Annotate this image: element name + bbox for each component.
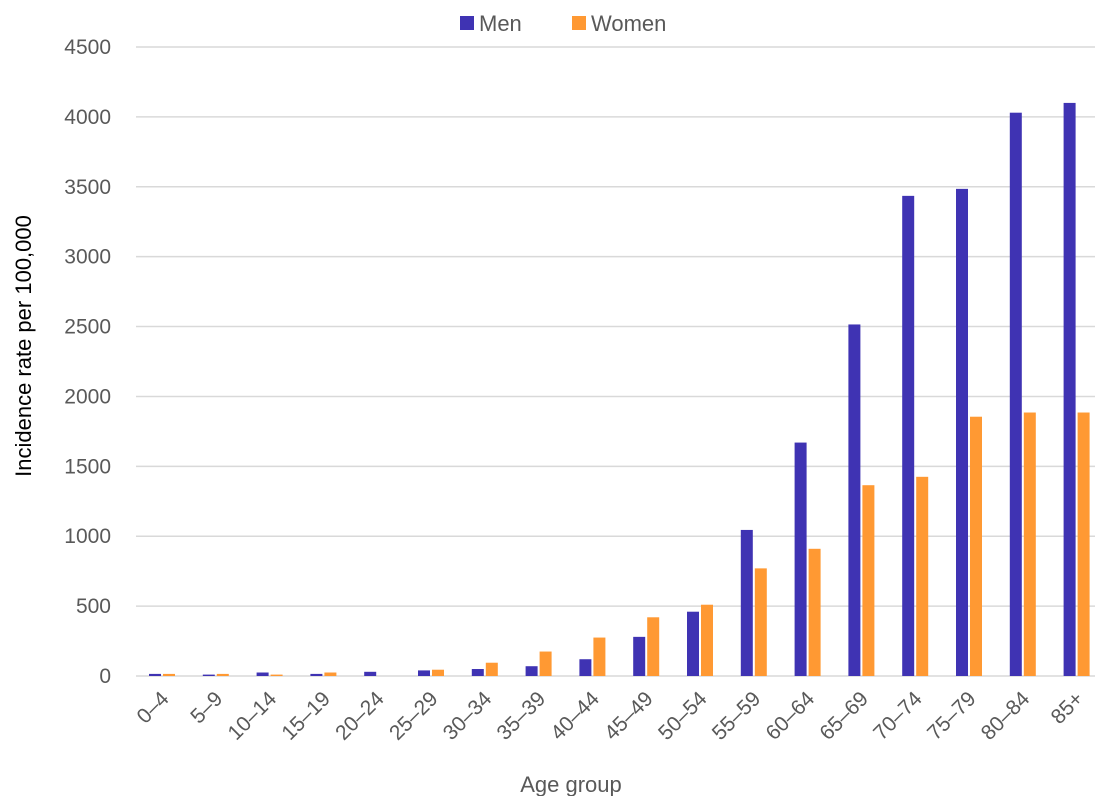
bar-men-5 [418,670,430,676]
bar-women-10 [701,604,713,676]
bar-women-7 [539,651,552,676]
bar-men-9 [633,636,646,676]
bar-men-4 [364,671,377,676]
y-tick-label: 1000 [64,525,111,548]
x-tick-label: 80–84 [977,687,1035,745]
legend-swatch-women [572,16,586,30]
bar-women-8 [593,637,606,676]
bar-men-3 [310,673,323,676]
bar-women-5 [432,669,444,676]
bar-women-11 [754,568,767,676]
bar-men-17 [1063,102,1076,676]
x-tick-label: 20–24 [331,687,389,745]
gridlines [136,46,1095,677]
legend-swatch-men [460,16,474,30]
y-tick-label: 0 [99,665,111,688]
legend: Men Women [460,11,666,36]
bar-men-11 [740,529,753,676]
bar-women-13 [862,485,875,676]
y-tick-label: 2500 [64,316,111,339]
bar-men-0 [149,673,161,676]
bar-men-13 [848,324,861,676]
bar-men-16 [1009,112,1022,676]
bar-women-16 [1023,412,1036,676]
y-tick-label: 1500 [64,455,111,478]
x-axis-ticks: 0–4 5–910–1415–1920–2425–2930–3435–3940–4… [132,687,1088,745]
bar-women-9 [647,617,660,676]
bar-women-12 [808,548,821,676]
legend-label-women: Women [591,11,666,36]
x-tick-label: 5–9 [186,687,227,728]
y-tick-label: 500 [76,595,111,618]
x-tick-label: 75–79 [923,687,981,745]
x-tick-label: 15–19 [277,687,335,745]
x-tick-label: 45–49 [600,687,658,745]
bar-men-14 [902,195,915,676]
x-axis-title: Age group [520,772,622,796]
x-tick-label: 50–54 [654,687,712,745]
x-tick-label: 25–29 [385,687,443,745]
x-tick-label: 0–4 [132,687,173,728]
bar-men-15 [956,188,968,676]
x-tick-label: 85+ [1047,687,1088,728]
y-tick-label: 2000 [64,385,111,408]
y-tick-label: 3500 [64,176,111,199]
x-tick-label: 10–14 [224,687,282,745]
bar-men-6 [471,669,484,676]
x-tick-label: 35–39 [493,687,551,745]
bar-women-3 [324,672,337,676]
x-tick-label: 65–69 [815,687,873,745]
y-tick-label: 4500 [64,36,111,59]
bar-women-17 [1077,412,1090,676]
x-tick-label: 60–64 [762,687,820,745]
bar-women-1 [216,673,229,676]
bar-women-0 [163,673,175,676]
bar-men-12 [794,442,807,676]
bar-men-7 [525,666,538,676]
x-tick-label: 55–59 [708,687,766,745]
bar-men-1 [202,674,215,676]
x-tick-label: 40–44 [546,687,604,745]
x-tick-label: 70–74 [869,687,927,745]
bar-men-2 [256,672,269,676]
legend-label-men: Men [479,11,522,36]
bars [149,102,1090,676]
bar-women-2 [270,674,283,676]
bar-men-10 [687,611,699,676]
bar-women-14 [916,476,929,676]
bar-women-15 [970,416,982,676]
y-tick-label: 4000 [64,106,111,129]
x-tick-label: 30–34 [439,687,497,745]
bar-men-8 [579,659,592,676]
y-tick-label: 3000 [64,246,111,269]
y-axis-title: Incidence rate per 100,000 [11,215,36,477]
y-axis-ticks: 0 500 1000 1500 2000 2500 3000 3500 4000 4500 [64,36,111,688]
bar-women-6 [485,662,498,676]
